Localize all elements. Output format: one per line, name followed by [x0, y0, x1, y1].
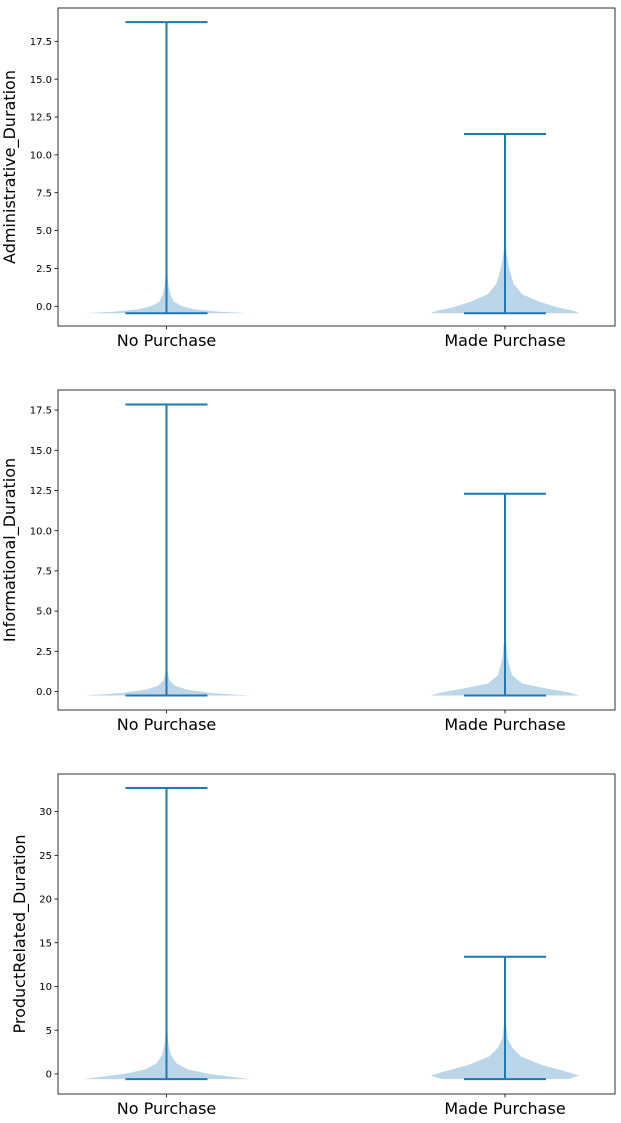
x-category-label: No Purchase — [117, 715, 217, 734]
y-tick-label: 0 — [46, 1069, 52, 1080]
y-tick-label: 7.5 — [36, 188, 52, 199]
y-tick-label: 10 — [39, 982, 52, 993]
x-category-label: No Purchase — [117, 331, 217, 350]
y-tick-label: 15 — [39, 938, 52, 949]
y-tick-label: 25 — [39, 851, 52, 862]
plot-frame — [57, 773, 616, 1095]
plot-frame — [57, 389, 616, 711]
y-tick-label: 20 — [39, 895, 52, 906]
y-tick-label: 10.0 — [30, 526, 52, 537]
y-tick-label: 0.0 — [36, 302, 52, 313]
y-tick-label: 12.5 — [30, 486, 52, 497]
y-tick-label: 5.0 — [36, 607, 52, 618]
y-tick-label: 2.5 — [36, 264, 52, 275]
y-tick-label: 15.0 — [30, 446, 52, 457]
y-tick-label: 17.5 — [30, 37, 52, 48]
y-tick-label: 30 — [39, 807, 52, 818]
x-category-label: Made Purchase — [444, 331, 565, 350]
y-axis-label: Informational_Duration — [0, 458, 20, 642]
y-tick-label: 2.5 — [36, 647, 52, 658]
x-category-label: Made Purchase — [444, 715, 565, 734]
y-tick-label: 17.5 — [30, 406, 52, 417]
y-tick-label: 10.0 — [30, 150, 52, 161]
y-tick-label: 5 — [46, 1026, 52, 1037]
panel-3: 0 5 10 15 20 25 30 No Purchase Made Purchase Prod… — [10, 773, 616, 1118]
panel-2: 0.0 2.5 5.0 7.5 10.0 12.5 15.0 17.5 No Purchase M… — [0, 389, 616, 734]
y-axis-label: ProductRelated_Duration — [10, 834, 30, 1033]
y-tick-label: 7.5 — [36, 567, 52, 578]
y-tick-label: 12.5 — [30, 113, 52, 124]
y-tick-label: 5.0 — [36, 226, 52, 237]
panel-1: 0.0 2.5 5.0 7.5 10.0 12.5 15.0 17.5 No Purchase M… — [0, 7, 616, 350]
y-axis-label: Administrative_Duration — [0, 70, 20, 264]
x-category-label: No Purchase — [117, 1099, 217, 1118]
y-tick-label: 0.0 — [36, 687, 52, 698]
y-tick-label: 15.0 — [30, 75, 52, 86]
plot-frame — [57, 7, 616, 327]
x-category-label: Made Purchase — [444, 1099, 565, 1118]
